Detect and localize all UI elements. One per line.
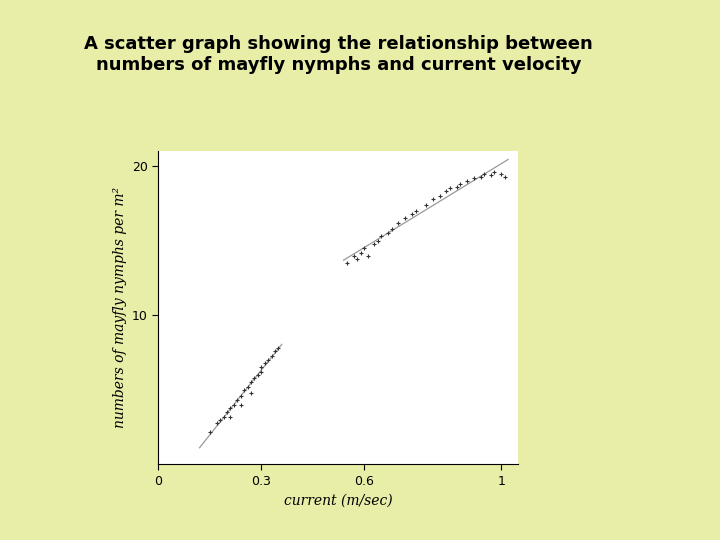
Point — [242, 382, 253, 391]
Point — [256, 368, 267, 376]
Point — [489, 168, 500, 177]
Point — [273, 344, 284, 353]
Text: A scatter graph showing the relationship between
numbers of mayfly nymphs and cu: A scatter graph showing the relationship… — [84, 35, 593, 74]
Point — [248, 374, 260, 382]
Point — [262, 356, 274, 364]
Point — [475, 172, 487, 181]
Point — [259, 359, 271, 367]
Point — [420, 200, 431, 209]
Point — [269, 347, 281, 355]
Point — [485, 171, 497, 179]
Point — [235, 392, 246, 400]
Point — [351, 254, 363, 263]
Point — [341, 259, 353, 267]
Point — [252, 370, 264, 379]
Point — [433, 192, 445, 200]
Point — [361, 251, 373, 260]
Point — [499, 172, 510, 181]
Point — [246, 378, 257, 387]
Point — [478, 169, 490, 178]
Point — [232, 396, 243, 404]
X-axis label: current (m/sec): current (m/sec) — [284, 494, 392, 508]
Y-axis label: numbers of mayfly nymphs per m²: numbers of mayfly nymphs per m² — [112, 187, 127, 428]
Point — [256, 363, 267, 372]
Point — [359, 244, 370, 253]
Point — [427, 194, 438, 203]
Point — [221, 408, 233, 416]
Point — [228, 401, 240, 409]
Point — [211, 418, 222, 427]
Point — [451, 183, 462, 191]
Point — [468, 174, 480, 183]
Point — [355, 248, 366, 257]
Point — [348, 251, 359, 260]
Point — [266, 351, 277, 360]
Point — [369, 239, 380, 248]
Point — [225, 413, 236, 421]
Point — [462, 177, 473, 185]
Point — [382, 229, 394, 238]
Point — [406, 210, 418, 218]
Point — [246, 388, 257, 397]
Point — [386, 225, 397, 233]
Point — [217, 413, 229, 421]
Point — [495, 169, 507, 178]
Point — [204, 427, 215, 436]
Point — [215, 415, 226, 424]
Point — [454, 180, 466, 188]
Point — [410, 206, 421, 215]
Point — [441, 187, 452, 196]
Point — [400, 214, 411, 222]
Point — [235, 401, 246, 409]
Point — [238, 386, 250, 394]
Point — [392, 219, 404, 227]
Point — [225, 403, 236, 412]
Point — [372, 237, 384, 245]
Point — [444, 184, 456, 193]
Point — [376, 232, 387, 240]
